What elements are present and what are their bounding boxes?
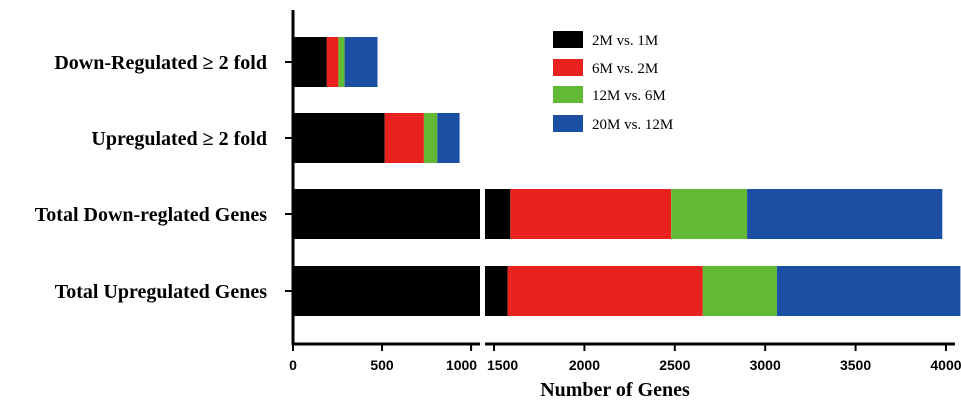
bar-segment-2-0-part0 [293, 189, 480, 239]
legend: 2M vs. 1M 6M vs. 2M 12M vs. 6M 20M vs. 12M [553, 31, 673, 133]
x-tick-label: 3000 [750, 357, 781, 373]
bars-layer [293, 37, 961, 316]
legend-swatch [553, 86, 583, 103]
category-label: Down-Regulated ≥ 2 fold [54, 52, 267, 74]
bar-segment-0-0 [293, 37, 327, 87]
bar-segment-0-1 [326, 37, 339, 87]
x-axis-title: Number of Genes [540, 379, 690, 401]
x-tick-label: 1000 [446, 357, 477, 373]
bar-segment-1-3 [437, 113, 460, 163]
category-labels: Down-Regulated ≥ 2 fold Upregulated ≥ 2 f… [35, 52, 267, 303]
bar-segment-1-2 [423, 113, 438, 163]
bar-segment-2-2 [671, 189, 748, 239]
bar-segment-0-3 [344, 37, 378, 87]
category-label: Total Down-reglated Genes [35, 204, 267, 226]
legend-swatch [553, 31, 583, 48]
bar-segment-3-3 [776, 266, 961, 316]
legend-label: 6M vs. 2M [592, 61, 658, 77]
category-label: Total Upregulated Genes [55, 281, 267, 303]
x-tick-label: 1500 [487, 357, 518, 373]
x-tick-label: 2000 [569, 357, 600, 373]
bar-segment-1-1 [384, 113, 424, 163]
axes-layer [285, 10, 955, 351]
bar-segment-3-1 [507, 266, 703, 316]
bar-segment-2-0-part1 [485, 189, 511, 239]
tick-labels: 0 500 1000 1500 2000 2500 3000 3500 4000 [289, 357, 961, 373]
legend-swatch [553, 115, 583, 132]
bar-segment-3-0-part0 [293, 266, 480, 316]
bar-segment-2-1 [510, 189, 672, 239]
x-tick-label: 4000 [930, 357, 961, 373]
x-tick-label: 2500 [659, 357, 690, 373]
x-tick-label: 0 [289, 357, 297, 373]
bar-segment-2-3 [747, 189, 943, 239]
bar-segment-1-0 [293, 113, 385, 163]
legend-label: 2M vs. 1M [592, 33, 658, 49]
x-tick-label: 3500 [840, 357, 871, 373]
x-tick-label: 500 [370, 357, 394, 373]
legend-swatch [553, 59, 583, 76]
bar-segment-0-2 [338, 37, 345, 87]
bar-segment-3-0-part1 [485, 266, 508, 316]
legend-label: 12M vs. 6M [592, 88, 666, 104]
legend-label: 20M vs. 12M [592, 117, 673, 133]
category-label: Upregulated ≥ 2 fold [91, 128, 267, 150]
bar-segment-3-2 [702, 266, 777, 316]
